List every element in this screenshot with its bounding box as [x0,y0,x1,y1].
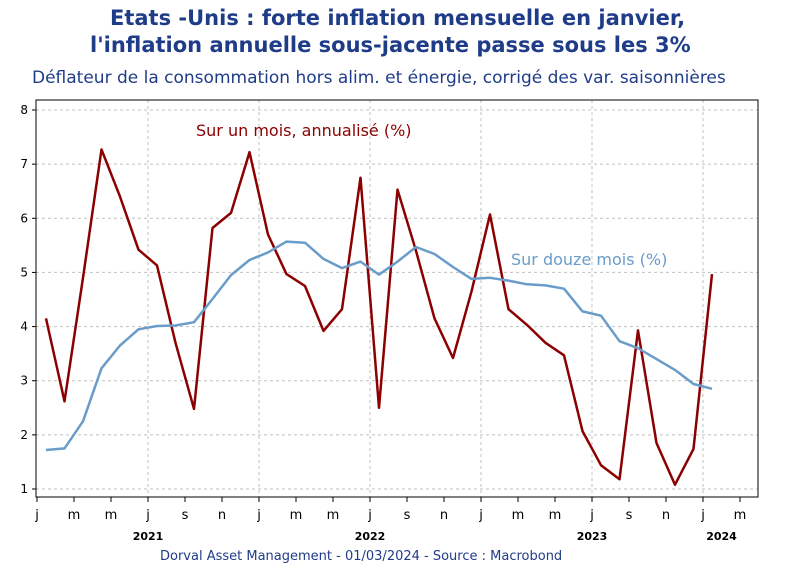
x-tick-label: n [218,508,226,523]
year-label: 2023 [577,530,608,543]
monthly-series-label: Sur un mois, annualisé (%) [196,121,412,140]
x-tick-label: m [105,508,118,523]
x-tick-label: n [662,508,670,523]
x-tick-label: j [367,508,372,523]
x-tick-label: m [734,508,747,523]
x-tick-label: m [290,508,303,523]
y-tick-label: 7 [20,157,28,171]
year-label: 2021 [133,530,164,543]
x-tick-label: m [327,508,340,523]
x-tick-label: j [478,508,483,523]
labels: 1 2 3 4 5 6 7 8 j m m j s n j m m j s n j m m j s n j m 2021 2022 2023… [20,103,746,543]
x-tick-label: j [589,508,594,523]
x-tick-label: s [182,508,189,523]
y-tick-label: 3 [20,374,28,388]
x-tick-label: j [145,508,150,523]
chart-subtitle: Déflateur de la consommation hors alim. … [32,68,726,88]
x-tick-label: j [700,508,705,523]
x-tick-label: m [549,508,562,523]
grid [36,100,758,497]
year-label: 2022 [355,530,386,543]
x-tick-label: j [256,508,261,523]
monthly-series-line [44,148,714,486]
x-tick-label: m [68,508,81,523]
annual-series-line [45,240,713,452]
y-tick-label: 2 [20,428,28,442]
chart-title-line-1: Etats -Unis : forte inflation mensuelle … [110,6,686,30]
x-tick-label: s [404,508,411,523]
year-label: 2024 [706,530,737,543]
x-tick-label: m [512,508,525,523]
axes [32,99,759,502]
y-tick-label: 4 [20,320,28,334]
y-tick-label: 6 [20,211,28,225]
y-tick-label: 5 [20,265,28,279]
annual-series-label: Sur douze mois (%) [511,250,667,269]
x-tick-label: j [34,508,39,523]
y-tick-label: 1 [20,482,28,496]
y-tick-label: 8 [20,103,28,117]
plot-frame [35,99,759,498]
chart-title-line-2: l'inflation annuelle sous-jacente passe … [90,33,691,57]
series [44,148,714,486]
x-tick-label: n [440,508,448,523]
footer-credit: Dorval Asset Management - 01/03/2024 - S… [160,549,563,564]
x-tick-label: s [626,508,633,523]
